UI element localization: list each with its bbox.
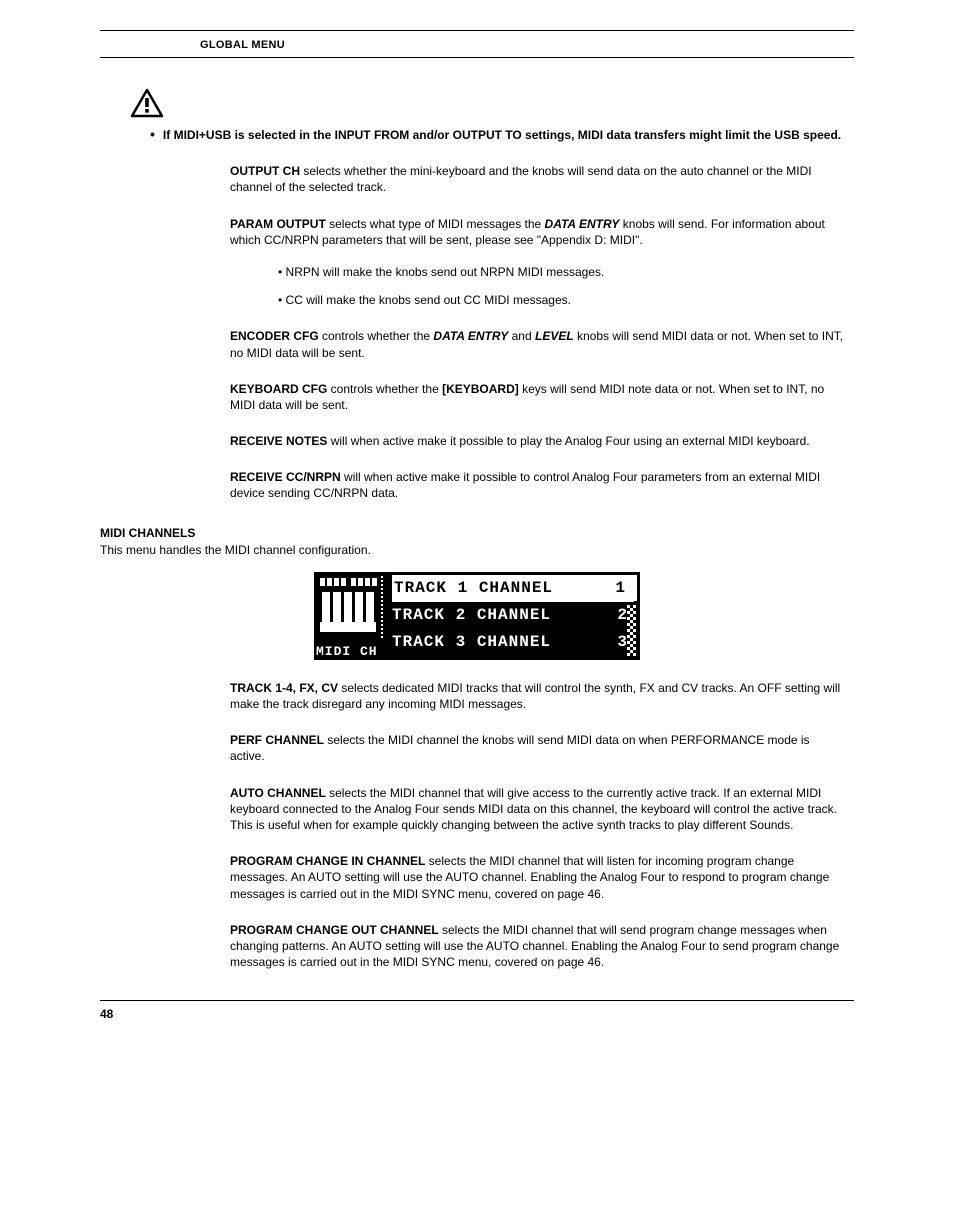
page-header-title: GLOBAL MENU bbox=[100, 39, 854, 51]
lcd-screenshot: MIDI CH TRACK 1 CHANNEL 1 TRACK 2 CHANNE… bbox=[100, 572, 854, 660]
lead-encoder-cfg: ENCODER CFG bbox=[230, 329, 319, 343]
warning-icon bbox=[130, 88, 854, 123]
lcd-row-2-label: TRACK 2 CHANNEL bbox=[392, 606, 608, 624]
lead-perf: PERF CHANNEL bbox=[230, 733, 324, 747]
bullet-cc: • CC will make the knobs send out CC MID… bbox=[278, 292, 844, 308]
lcd-row-3-value: 3 bbox=[608, 633, 628, 651]
lead-output-ch: OUTPUT CH bbox=[230, 164, 300, 178]
text-encoder-a: controls whether the bbox=[319, 329, 434, 343]
lead-pcout: PROGRAM CHANGE OUT CHANNEL bbox=[230, 923, 439, 937]
lcd-row-1-value: 1 bbox=[606, 579, 626, 597]
bullet-nrpn: • NRPN will make the knobs send out NRPN… bbox=[278, 264, 844, 280]
warning-text: If MIDI+USB is selected in the INPUT FRO… bbox=[163, 127, 841, 143]
lcd-scrollbar bbox=[627, 575, 637, 657]
emph-data-entry: DATA ENTRY bbox=[545, 217, 620, 231]
section-midi-channels-title: MIDI CHANNELS bbox=[100, 526, 854, 540]
lead-track14: TRACK 1-4, FX, CV bbox=[230, 681, 338, 695]
text-receive-notes: will when active make it possible to pla… bbox=[327, 434, 809, 448]
lcd-display: MIDI CH TRACK 1 CHANNEL 1 TRACK 2 CHANNE… bbox=[314, 572, 640, 660]
lead-receive-ccnrpn: RECEIVE CC/NRPN bbox=[230, 470, 341, 484]
page-number: 48 bbox=[100, 1007, 854, 1021]
lcd-row-2-value: 2 bbox=[608, 606, 628, 624]
emph-data-entry-2: DATA ENTRY bbox=[433, 329, 508, 343]
lead-param-output: PARAM OUTPUT bbox=[230, 217, 326, 231]
content-area: • If MIDI+USB is selected in the INPUT F… bbox=[100, 58, 854, 970]
text-keyboard-a: controls whether the bbox=[327, 382, 442, 396]
bold-keyboard: [KEYBOARD] bbox=[442, 382, 519, 396]
lead-auto: AUTO CHANNEL bbox=[230, 786, 326, 800]
emph-level: LEVEL bbox=[535, 329, 574, 343]
para-keyboard-cfg: KEYBOARD CFG controls whether the [KEYBO… bbox=[230, 381, 844, 413]
channels-text-block: TRACK 1-4, FX, CV selects dedicated MIDI… bbox=[230, 680, 844, 970]
lcd-row-3: TRACK 3 CHANNEL 3 bbox=[392, 629, 634, 656]
para-output-ch: OUTPUT CH selects whether the mini-keybo… bbox=[230, 163, 844, 195]
lcd-left-label: MIDI CH bbox=[316, 644, 378, 659]
page-container: GLOBAL MENU • If MIDI+USB is selected in… bbox=[0, 0, 954, 1061]
top-rule bbox=[100, 30, 854, 31]
section-midi-channels-desc: This menu handles the MIDI channel confi… bbox=[100, 542, 854, 558]
lcd-row-2: TRACK 2 CHANNEL 2 bbox=[392, 602, 634, 629]
para-track14: TRACK 1-4, FX, CV selects dedicated MIDI… bbox=[230, 680, 844, 712]
lcd-left-icon-area bbox=[318, 576, 384, 643]
text-output-ch: selects whether the mini-keyboard and th… bbox=[230, 164, 812, 194]
para-pc-in: PROGRAM CHANGE IN CHANNEL selects the MI… bbox=[230, 853, 844, 902]
parameter-block: OUTPUT CH selects whether the mini-keybo… bbox=[230, 163, 844, 501]
lcd-row-1-label: TRACK 1 CHANNEL bbox=[394, 579, 606, 597]
warning-note: • If MIDI+USB is selected in the INPUT F… bbox=[150, 127, 854, 143]
text-encoder-mid: and bbox=[508, 329, 535, 343]
lcd-row-1: TRACK 1 CHANNEL 1 bbox=[392, 575, 634, 602]
para-encoder-cfg: ENCODER CFG controls whether the DATA EN… bbox=[230, 328, 844, 360]
sub-bullet-list: • NRPN will make the knobs send out NRPN… bbox=[278, 264, 844, 308]
para-param-output: PARAM OUTPUT selects what type of MIDI m… bbox=[230, 216, 844, 248]
lead-receive-notes: RECEIVE NOTES bbox=[230, 434, 327, 448]
para-receive-notes: RECEIVE NOTES will when active make it p… bbox=[230, 433, 844, 449]
para-pc-out: PROGRAM CHANGE OUT CHANNEL selects the M… bbox=[230, 922, 844, 971]
para-perf-channel: PERF CHANNEL selects the MIDI channel th… bbox=[230, 732, 844, 764]
lead-keyboard-cfg: KEYBOARD CFG bbox=[230, 382, 327, 396]
text-param-output-a: selects what type of MIDI messages the bbox=[326, 217, 545, 231]
bullet-dot: • bbox=[150, 127, 155, 142]
lcd-menu-rows: TRACK 1 CHANNEL 1 TRACK 2 CHANNEL 2 TRAC… bbox=[392, 575, 634, 656]
lcd-row-3-label: TRACK 3 CHANNEL bbox=[392, 633, 608, 651]
para-auto-channel: AUTO CHANNEL selects the MIDI channel th… bbox=[230, 785, 844, 834]
lead-pcin: PROGRAM CHANGE IN CHANNEL bbox=[230, 854, 425, 868]
para-receive-ccnrpn: RECEIVE CC/NRPN will when active make it… bbox=[230, 469, 844, 501]
footer-rule bbox=[100, 1000, 854, 1001]
